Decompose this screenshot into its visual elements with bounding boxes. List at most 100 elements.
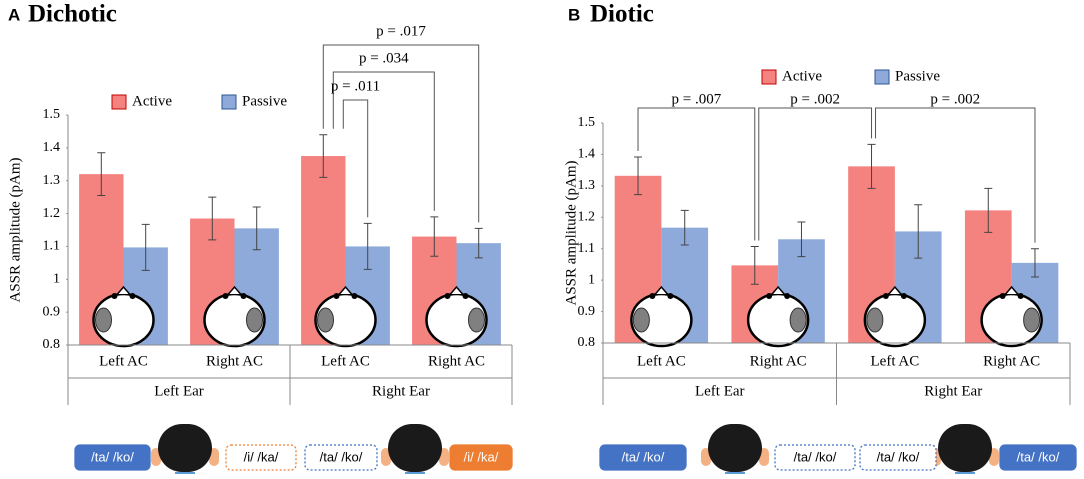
error-bar xyxy=(867,143,876,189)
speech-bubble xyxy=(225,444,297,471)
stimulus-label: /ta/ /ko/ xyxy=(1017,449,1060,464)
eye-icon xyxy=(111,293,118,299)
eye-icon xyxy=(240,293,247,299)
auditory-cortex-icon xyxy=(95,307,112,333)
error-bar xyxy=(1030,248,1039,278)
y-tick-label: 1.5 xyxy=(43,107,61,122)
eye-icon xyxy=(667,293,674,299)
group-label: Right Ear xyxy=(372,383,430,399)
head-back-icon xyxy=(938,424,992,472)
speech-bubble xyxy=(774,444,856,471)
y-tick-label: 1.5 xyxy=(578,115,596,130)
nose-icon xyxy=(116,285,131,295)
x-tick-label: Right AC xyxy=(428,353,485,369)
y-tick-label: 1.3 xyxy=(578,178,596,193)
stimulus-label: /i/ /ka/ xyxy=(244,449,279,464)
error-bar xyxy=(363,222,372,270)
x-tick-label: Right AC xyxy=(206,353,263,369)
error-bar xyxy=(474,227,483,259)
error-bar xyxy=(914,204,923,259)
y-tick-label: 1.2 xyxy=(43,206,61,221)
eye-icon xyxy=(649,293,656,299)
auditory-cortex-icon xyxy=(317,307,334,333)
y-tick-label: 0.9 xyxy=(43,304,61,319)
y-tick-label: 1.3 xyxy=(43,173,61,188)
y-tick-label: 0.8 xyxy=(578,335,596,350)
group-label: Right Ear xyxy=(924,383,982,399)
eye-icon xyxy=(1017,293,1024,299)
significance-bracket xyxy=(322,44,480,223)
speech-bubble xyxy=(599,444,687,471)
error-bar xyxy=(634,156,643,196)
eye-icon xyxy=(766,293,773,299)
p-value: p = .011 xyxy=(331,78,380,94)
eye-icon xyxy=(222,293,229,299)
y-tick-label: 1.2 xyxy=(578,210,596,225)
legend-label: Passive xyxy=(242,93,287,109)
nose-icon xyxy=(888,285,902,295)
error-bar xyxy=(430,216,439,257)
x-tick-label: Left AC xyxy=(321,353,370,369)
y-axis-label: ASSR amplitude (pAm) xyxy=(563,160,579,305)
legend-swatch xyxy=(874,69,890,85)
y-tick-label: 1 xyxy=(588,272,595,287)
significance-bracket xyxy=(332,71,435,211)
stimulus-label: /ta/ /ko/ xyxy=(320,449,363,464)
significance-bracket xyxy=(875,107,1036,243)
x-tick-label: Left AC xyxy=(99,353,148,369)
nose-icon xyxy=(449,285,464,295)
significance-bracket xyxy=(758,107,873,241)
y-tick-label: 1.4 xyxy=(43,140,61,155)
speech-bubble xyxy=(74,444,151,471)
auditory-cortex-icon xyxy=(789,307,807,333)
p-value: p = .034 xyxy=(359,50,409,66)
legend-swatch xyxy=(761,69,777,85)
nose-icon xyxy=(771,285,785,295)
eye-icon xyxy=(462,293,469,299)
p-value: p = .002 xyxy=(790,91,840,107)
eye-icon xyxy=(444,293,451,299)
stimulus-label: /ta/ /ko/ xyxy=(794,449,837,464)
head-back-icon xyxy=(388,424,442,472)
legend-label: Passive xyxy=(895,68,940,84)
group-label: Left Ear xyxy=(695,383,745,399)
nose-icon xyxy=(227,285,242,295)
stimulus-label: /ta/ /ko/ xyxy=(622,449,665,464)
chart-title: Diotic xyxy=(590,1,654,28)
significance-bracket xyxy=(342,99,369,218)
error-bar xyxy=(750,246,759,285)
y-tick-label: 0.8 xyxy=(43,337,61,352)
error-bar xyxy=(797,221,806,258)
nose-icon xyxy=(654,285,668,295)
speech-bubble xyxy=(304,444,378,471)
y-tick-label: 1.4 xyxy=(578,147,596,162)
legend-label: Active xyxy=(782,68,822,84)
panel-label: A xyxy=(8,5,20,24)
p-value: p = .007 xyxy=(672,91,722,107)
y-tick-label: 1.1 xyxy=(43,239,61,254)
error-bar xyxy=(208,196,217,241)
eye-icon xyxy=(351,293,358,299)
auditory-cortex-icon xyxy=(866,307,884,333)
legend-swatch xyxy=(221,94,237,110)
error-bar xyxy=(319,134,328,178)
speech-bubble xyxy=(859,444,937,471)
stimulus-label: /ta/ /ko/ xyxy=(877,449,920,464)
p-value: p = .017 xyxy=(376,23,426,39)
x-tick-label: Left AC xyxy=(637,353,686,369)
y-tick-label: 1 xyxy=(53,272,60,287)
eye-icon xyxy=(900,293,907,299)
auditory-cortex-icon xyxy=(246,307,263,333)
nose-icon xyxy=(1005,285,1019,295)
panel-label: B xyxy=(568,5,580,24)
eye-icon xyxy=(999,293,1006,299)
x-tick-label: Right AC xyxy=(983,353,1040,369)
eye-icon xyxy=(333,293,340,299)
error-bar xyxy=(97,152,106,196)
stimulus-label: /i/ /ka/ xyxy=(464,449,499,464)
significance-bracket xyxy=(637,107,756,241)
x-tick-label: Right AC xyxy=(750,353,807,369)
error-bar xyxy=(141,223,150,271)
error-bar xyxy=(680,209,689,246)
